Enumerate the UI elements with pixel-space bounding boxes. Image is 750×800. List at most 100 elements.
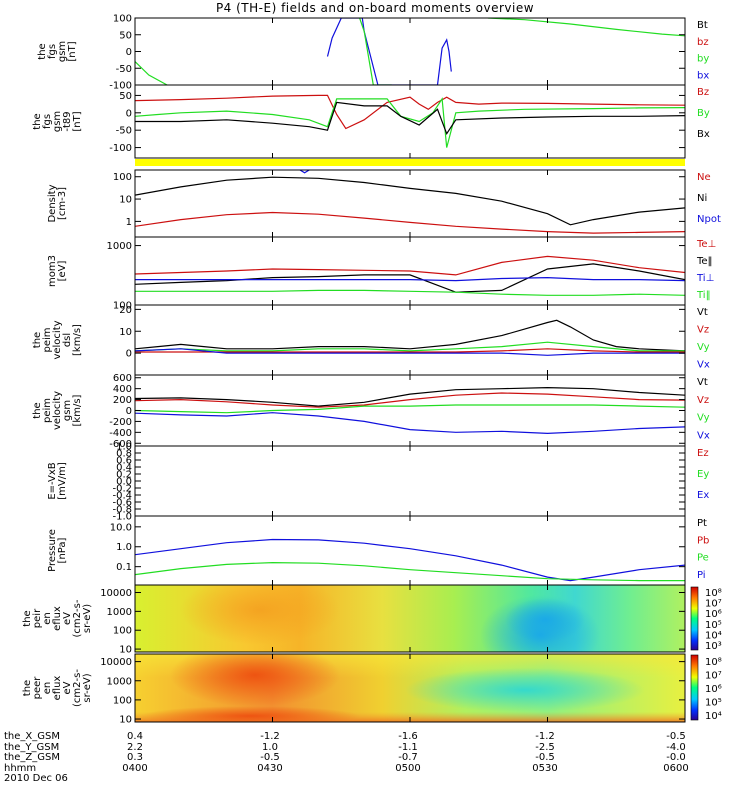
y-axis-label: eV xyxy=(62,681,73,694)
legend-entry: Te‖ xyxy=(696,256,713,267)
series-line-p1-1 xyxy=(326,18,452,85)
y-axis-label: eV xyxy=(62,612,73,625)
y-tick-label: -600 xyxy=(109,439,132,450)
y-axis-label: (cm2-s- xyxy=(72,669,83,707)
series-line-p8-1 xyxy=(135,561,685,582)
series-line-p5-2 xyxy=(135,348,685,353)
eph-row-y: the_Y_GSM 2.2 1.0 -1.1 -2.5 -4.0 xyxy=(4,741,748,754)
series-line-p4-1 xyxy=(135,263,685,293)
series-line-p6-1 xyxy=(135,392,685,408)
y-tick-label: 20 xyxy=(119,305,132,316)
y-axis-label: peim xyxy=(42,398,53,423)
colorbar-tick-label: 10⁷ xyxy=(705,671,722,682)
y-axis-label: sr-eV) xyxy=(82,604,93,633)
colorbar-tick-label: 10⁵ xyxy=(705,698,722,709)
series-line-p4-2 xyxy=(135,276,685,282)
y-tick-label: 0.8 xyxy=(116,449,132,460)
series-line-p5-0 xyxy=(135,319,685,352)
y-tick-label: -50 xyxy=(116,64,132,75)
y-tick-label: -100 xyxy=(109,143,132,154)
y-tick-label: 100 xyxy=(113,301,132,312)
y-axis-label: gsm xyxy=(52,111,63,132)
legend-entry: Vx xyxy=(697,360,710,371)
eph-value: -0.7 xyxy=(398,752,418,763)
date-label: 2010 Dec 06 xyxy=(4,773,68,784)
y-tick-label: 0 xyxy=(126,108,132,119)
y-tick-label: 0.4 xyxy=(116,463,132,474)
colorbar-tick-label: 10⁷ xyxy=(705,599,722,610)
y-axis-label: gsm xyxy=(57,41,68,62)
eph-value: 0400 xyxy=(122,762,148,774)
legend-entry: Pb xyxy=(697,535,709,546)
panel-p7: 1.00.80.60.40.20.0-0.2-0.4-0.6-0.8-1.0 E=… xyxy=(47,442,709,523)
series-line-p1-2 xyxy=(359,18,392,85)
legend-entry: Vz xyxy=(697,325,709,336)
y-axis-label: en xyxy=(42,612,53,625)
eph-value: -1.1 xyxy=(398,741,418,753)
y-axis-label: peir xyxy=(32,608,43,628)
legend-entry: Ex xyxy=(697,490,709,501)
series-line-p3-0 xyxy=(135,176,685,226)
series-line-p6-3 xyxy=(135,412,685,435)
eph-value: -1.2 xyxy=(260,731,280,742)
y-tick-label: 600 xyxy=(113,373,132,384)
y-tick-label: 1.0 xyxy=(116,542,132,553)
y-tick-label: 400 xyxy=(113,384,132,395)
y-tick-label: 200 xyxy=(113,395,132,406)
colorbar-tick-label: 10⁸ xyxy=(705,588,722,599)
eph-value: 0430 xyxy=(257,762,283,774)
y-axis-label: [nPa] xyxy=(57,537,68,563)
y-axis-label: (cm2-s- xyxy=(72,599,83,637)
y-tick-label: -400 xyxy=(109,428,132,439)
colorbar-tick-label: 10⁵ xyxy=(705,620,722,631)
y-axis-label: the xyxy=(37,43,48,59)
series-line-p2-0 xyxy=(135,94,685,130)
legend-entry: Bz xyxy=(697,87,709,98)
y-axis-label: sr-eV) xyxy=(82,673,93,702)
eph-value: -2.5 xyxy=(535,741,555,753)
y-axis-label: peim xyxy=(42,327,53,352)
y-axis-label: the xyxy=(22,610,33,626)
y-tick-label: 10000 xyxy=(100,588,132,599)
y-tick-label: 1.0 xyxy=(116,442,132,453)
y-axis-label: [nT] xyxy=(67,41,78,61)
eph-value: 0.4 xyxy=(127,731,143,742)
legend-entry: Ez xyxy=(697,448,709,459)
legend-entry: Npot xyxy=(697,214,721,225)
y-tick-label: 100 xyxy=(113,14,132,25)
y-axis-label: Pressure xyxy=(47,529,58,572)
y-tick-label: 0.6 xyxy=(116,456,132,467)
y-tick-label: -50 xyxy=(116,126,132,137)
y-axis-label: mom3 xyxy=(47,255,58,287)
y-tick-label: 0 xyxy=(126,47,132,58)
legend-entry: Vy xyxy=(697,342,710,353)
legend-entry: bz xyxy=(697,37,709,48)
panel-p1: 100 50 0 -50 -100 the fgs gsm [nT] Bt bz by bx xyxy=(37,14,709,92)
legend-entry: Vx xyxy=(697,430,710,441)
legend-entry: by xyxy=(697,54,709,65)
legend-entry: By xyxy=(697,108,710,119)
series-line-p6-2 xyxy=(135,404,685,414)
legend-entry: Ne xyxy=(697,172,711,183)
y-axis-label: dsl xyxy=(62,333,73,347)
panel-frame xyxy=(134,169,686,238)
y-tick-label: 10 xyxy=(119,645,132,656)
legend-entry: Ni xyxy=(697,193,707,204)
legend-entry: Pe xyxy=(697,553,709,564)
series-line-p3-1 xyxy=(135,211,685,234)
eph-value: 1.0 xyxy=(262,741,278,753)
y-tick-label: -0.6 xyxy=(112,498,132,509)
eph-value: -0.5 xyxy=(535,752,555,763)
y-tick-label: 1000 xyxy=(107,607,132,618)
panel-frame xyxy=(134,304,686,376)
page-title: P4 (TH-E) fields and on-board moments ov… xyxy=(215,1,535,15)
y-axis-label: fgs xyxy=(42,114,53,129)
eph-value: -4.0 xyxy=(666,741,686,753)
series-line-p5-3 xyxy=(135,348,685,356)
heatmap-peer xyxy=(135,654,685,722)
panel-p10: 10000 1000 100 10 the peer en eflux eV (cm2-s-sr-… xyxy=(22,653,722,726)
panel-p8: 10.0 1.0 0.1 Pressure [nPa] Pt Pb Pe Pi xyxy=(47,515,709,586)
heatmap-peir xyxy=(135,585,685,652)
series-line-p4-0 xyxy=(135,255,685,276)
